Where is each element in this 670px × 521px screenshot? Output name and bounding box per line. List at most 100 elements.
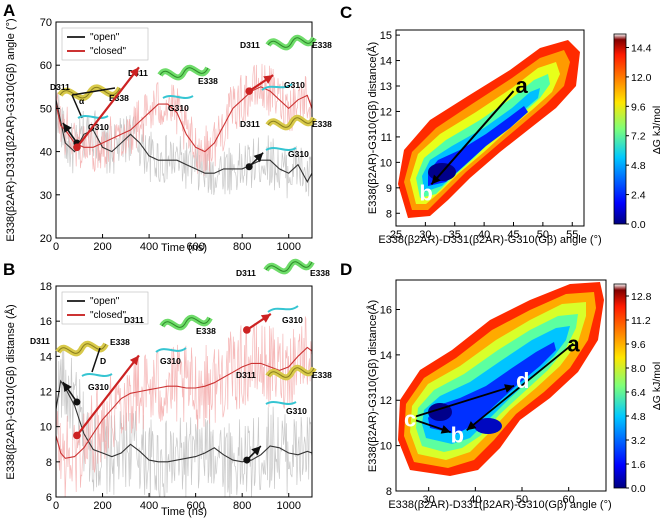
helix-structure-b-botright: D311 E338 G310 [236,364,332,416]
helix-structure-a-topright: D311 E338 G310 [240,34,332,91]
panel-label-a: A [3,1,15,20]
colorbar-ticks-c: 0.0 2.4 4.8 7.2 9.6 12.0 14.4 [626,42,652,231]
y-tick-label: 12 [40,387,52,399]
colorbar-tick-label: 6.4 [631,387,646,399]
colorbar-tick-label: 4.8 [631,160,646,172]
series-line-closed [56,346,312,459]
residue-e338-b2: E338 [196,326,216,336]
residue-g310-a4: G310 [288,149,309,159]
x-tick-label: 55 [566,229,578,241]
ticks-a: 0 200 400 600 800 1000 20 30 40 50 60 70 [40,17,301,253]
y-tick-label: 12 [380,395,392,407]
colorbar-tick-label: 3.2 [631,435,646,447]
x-tick-label: 50 [516,494,528,506]
x-tick-label: 800 [233,500,251,512]
axes-frame-c [395,29,585,227]
x-tick-label: 200 [93,500,111,512]
angle-line-1 [71,94,83,119]
residue-e338-a2: E338 [198,76,218,86]
x-axis-label-d: E338(β2AR)-D331(β2AR)-G310(Gβ) angle (°) [388,499,611,511]
helix-structure-a-left: D311 E338 G310 α [50,82,129,132]
residue-e338-b1: E338 [110,337,130,347]
x-axis-label-c: E338(β2AR)-D331(β2AR)-G310(Gβ) angle (°) [378,234,601,246]
legend-b: "open" "closed" [61,291,149,325]
series-group-b [56,346,312,463]
x-tick-label: 30 [423,494,435,506]
arrow-closed-start-shaft [76,354,140,437]
helix-structure-b-left: D311 E338 G310 D [30,336,130,392]
g310-loop [155,347,187,353]
x-tick-label: 600 [186,241,204,253]
colorbar-tick-label: 0.0 [631,483,646,495]
arrow-a-to-b-head [431,174,441,185]
colorbar-tick-label: 14.4 [631,42,652,54]
residue-d331-a2: D311 [128,68,148,78]
y-tick-label: 10 [40,422,52,434]
y-tick-label: 8 [386,486,392,498]
y-tick-label: 10 [380,441,392,453]
alpha-label: α [79,96,85,106]
colorbar-tick-label: 7.2 [631,131,646,143]
state-label-a: a [567,332,580,357]
y-tick-label: 10 [380,157,392,169]
y-tick-label: 14 [40,351,52,363]
x-tick-label: 1000 [276,500,300,512]
y-axis-label-c: E338(β2AR)-G310(Gβ) distance(Å) [366,42,379,214]
ticks-c: 25 30 35 40 45 50 55 8 9 10 11 12 13 14 15 [380,30,579,241]
y-tick-label: 9 [386,183,392,195]
helix-ribbon [263,258,315,275]
panel-label-c: C [340,3,352,22]
state-label-d: d [516,368,529,393]
arrow-open-end-head [251,446,261,456]
residue-d331-b4: D311 [236,370,256,380]
colorbar-tick-label: 1.6 [631,459,646,471]
y-tick-label: 18 [40,281,52,293]
residue-e338-b3: E338 [310,268,330,278]
angle-line-2 [71,87,116,96]
x-tick-label: 1000 [276,241,300,253]
colorbar-tick-label: 4.8 [631,411,646,423]
y-tick-label: 16 [40,316,52,328]
arrow-closed-start-head [129,355,139,366]
series-group-a [56,86,312,183]
x-tick-label: 0 [53,241,59,253]
colorbar-tick-label: 8.0 [631,363,646,375]
colorbar-ticks-d: 0.0 1.6 3.2 4.8 6.4 8.0 9.6 11.2 12.8 [626,291,652,495]
residue-d331-a4: D311 [240,119,260,129]
legend-open-b: "open" [90,296,120,307]
arrow-open-end-head [253,152,264,163]
residue-e338-a3: E338 [312,40,332,50]
x-tick-label: 50 [537,229,549,241]
arrow-closed-end-head [260,313,271,323]
series-line-closed [56,86,312,153]
state-label-b: b [451,422,464,447]
arrow-a-to-b-head [466,421,477,431]
helix-structure-b-topright: D311 E338 G310 [236,258,330,325]
residue-g310-a1: G310 [88,122,109,132]
y-axis-label-b: E338(β2AR)-G310(Gβ) distanse (Å) [4,304,17,479]
colorbar-tick-label: 0.0 [631,219,646,231]
y-tick-label: 70 [40,17,52,29]
ticks-d: 30 40 50 60 8 10 12 14 16 [380,304,575,506]
y-tick-label: 14 [380,56,392,68]
fes-d-ring5 [428,342,556,434]
x-tick-label: 40 [478,229,490,241]
panel-label-d: D [340,260,352,279]
helix-ribbon-edge [159,67,209,78]
g310-loop [265,401,297,405]
residue-d331-b3: D311 [236,268,256,278]
residue-g310-b4: G310 [286,406,307,416]
legend-box-b [61,291,149,325]
colorbar-d [613,283,627,489]
markers-b [62,313,272,464]
residue-e338-a4: E338 [312,119,332,129]
series-line-open [56,99,312,183]
residue-d331-b2: D311 [124,315,144,325]
arrow-c-to-d-shaft [415,384,515,418]
helix-structure-a-botright: D311 E338 G310 [240,114,332,159]
g310-loop [77,115,109,119]
series-line-open [56,379,312,463]
colorbar-tick-label: 12.8 [631,291,652,303]
